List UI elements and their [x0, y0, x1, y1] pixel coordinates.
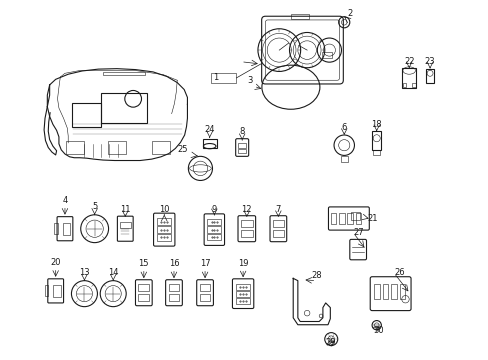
Bar: [54, 223, 58, 234]
Bar: [235, 298, 250, 303]
Text: 17: 17: [199, 259, 210, 268]
Bar: [157, 226, 171, 233]
Bar: [347, 213, 352, 224]
Text: 26: 26: [393, 268, 404, 277]
Text: 24: 24: [204, 125, 215, 134]
Bar: [138, 284, 149, 291]
Bar: [399, 284, 405, 299]
Bar: [382, 284, 387, 299]
Text: 22: 22: [403, 57, 414, 66]
Bar: [290, 14, 309, 19]
Bar: [207, 226, 221, 233]
Text: 23: 23: [424, 57, 434, 66]
Bar: [426, 69, 433, 82]
Text: 6: 6: [341, 123, 346, 132]
Bar: [241, 230, 252, 237]
Bar: [203, 139, 216, 148]
Bar: [373, 284, 379, 299]
Bar: [101, 93, 147, 123]
Text: 16: 16: [168, 259, 179, 268]
Text: 11: 11: [120, 205, 130, 214]
Text: 3: 3: [246, 76, 252, 85]
Bar: [120, 222, 131, 228]
Bar: [107, 140, 126, 154]
Bar: [238, 143, 245, 148]
Text: 27: 27: [353, 228, 364, 237]
Bar: [272, 220, 283, 227]
Text: 4: 4: [62, 195, 67, 204]
Bar: [371, 131, 381, 150]
Text: 9: 9: [211, 205, 217, 214]
Bar: [44, 285, 48, 296]
Bar: [157, 234, 171, 241]
Bar: [238, 149, 245, 153]
Text: 13: 13: [79, 268, 90, 277]
Text: 18: 18: [371, 120, 381, 129]
Bar: [241, 220, 252, 227]
Bar: [322, 52, 331, 58]
Bar: [390, 284, 396, 299]
Bar: [355, 213, 361, 224]
Text: 25: 25: [177, 145, 187, 154]
Text: 15: 15: [138, 259, 149, 268]
Bar: [235, 291, 250, 297]
Text: 1: 1: [212, 72, 218, 81]
Bar: [157, 219, 171, 225]
Text: 28: 28: [310, 271, 321, 280]
Text: 19: 19: [237, 259, 248, 268]
Bar: [207, 219, 221, 225]
Text: 21: 21: [366, 213, 377, 222]
Text: 14: 14: [108, 268, 118, 277]
Bar: [103, 72, 144, 75]
Text: 8: 8: [239, 127, 244, 136]
Bar: [411, 82, 415, 87]
Text: 5: 5: [92, 202, 97, 211]
Text: 29: 29: [325, 338, 335, 347]
Bar: [272, 230, 283, 237]
Bar: [199, 294, 210, 301]
Text: 30: 30: [372, 326, 383, 335]
Bar: [168, 294, 179, 301]
Bar: [62, 222, 70, 235]
Text: 7: 7: [275, 205, 281, 214]
Bar: [373, 150, 379, 155]
Bar: [72, 103, 101, 127]
Text: 10: 10: [159, 205, 169, 214]
Bar: [138, 294, 149, 301]
Bar: [53, 285, 61, 297]
Bar: [199, 284, 210, 291]
Bar: [207, 234, 221, 240]
Bar: [210, 73, 236, 83]
Bar: [402, 68, 415, 88]
Text: 2: 2: [346, 9, 352, 18]
Bar: [235, 284, 250, 290]
Bar: [168, 284, 179, 291]
Text: 12: 12: [241, 205, 251, 214]
Bar: [340, 156, 347, 162]
Bar: [402, 82, 406, 87]
Bar: [350, 212, 360, 220]
Bar: [66, 140, 84, 154]
Bar: [151, 140, 170, 154]
Bar: [330, 213, 336, 224]
Bar: [339, 213, 344, 224]
Text: 20: 20: [50, 258, 61, 267]
